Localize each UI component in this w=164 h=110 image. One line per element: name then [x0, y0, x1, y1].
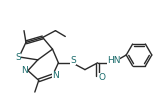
Text: S: S: [70, 56, 76, 65]
Text: O: O: [98, 73, 105, 82]
Text: N: N: [22, 66, 28, 75]
Text: S: S: [15, 53, 21, 62]
Text: HN: HN: [107, 56, 120, 65]
Text: N: N: [52, 71, 59, 80]
